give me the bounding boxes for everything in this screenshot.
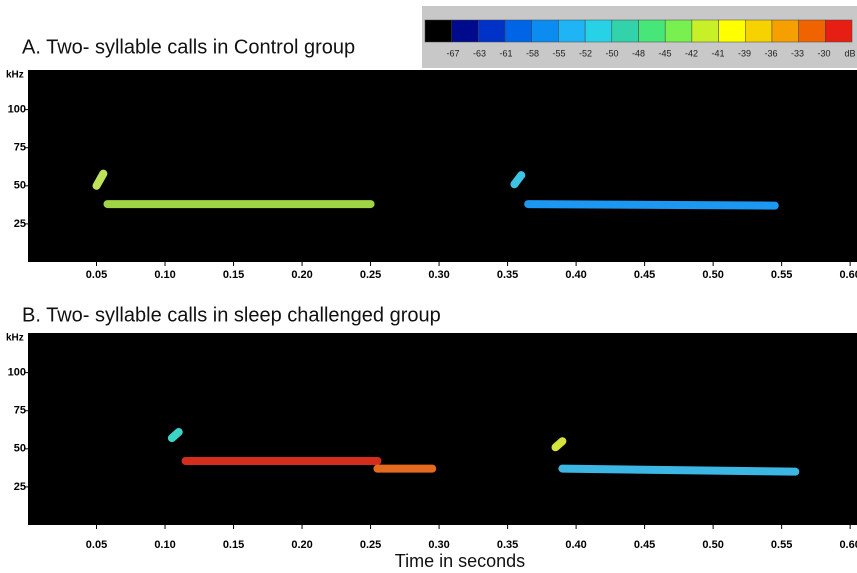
colorbar-swatch (504, 19, 532, 43)
x-tick-label: 0.30 (428, 269, 449, 281)
colorbar-label: -33 (791, 48, 804, 58)
call-element (92, 169, 108, 190)
colorbar-label: -36 (764, 48, 777, 58)
colorbar-label: -39 (738, 48, 751, 58)
y-axis-label: kHz (6, 70, 24, 81)
x-tick-label: 0.15 (223, 539, 244, 551)
colorbar-label: -67 (446, 48, 459, 58)
colorbar-swatch (424, 19, 452, 43)
colorbar-swatch (558, 19, 586, 43)
call-element (558, 464, 800, 476)
x-tick-label: 0.60 (839, 539, 857, 551)
colorbar-swatch (825, 19, 853, 43)
call-element (167, 428, 183, 443)
x-tick-label: 0.45 (634, 269, 655, 281)
colorbar-swatch (664, 19, 693, 43)
y-tick-label: 50 (14, 180, 26, 192)
colorbar-label: -61 (499, 48, 512, 58)
colorbar-swatch (451, 19, 479, 43)
colorbar-swatch (611, 19, 639, 43)
x-tick-label: 0.40 (565, 269, 586, 281)
y-tick-label: 75 (14, 405, 26, 417)
call-element (551, 437, 567, 452)
colorbar-label: -48 (632, 48, 645, 58)
x-tick-label: 0.35 (497, 539, 518, 551)
colorbar-label: -45 (658, 48, 671, 58)
colorbar-label: -50 (605, 48, 618, 58)
y-tick-label: 25 (14, 481, 26, 493)
call-element (524, 200, 779, 210)
spectrogram-background (28, 333, 857, 525)
x-tick-label: 0.05 (86, 539, 107, 551)
x-tick-label: 0.10 (154, 269, 175, 281)
panel-title: B. Two- syllable calls in sleep challeng… (22, 304, 441, 326)
colorbar-swatch (718, 19, 746, 43)
colorbar-label: -42 (685, 48, 698, 58)
call-element (510, 171, 526, 189)
x-tick-label: 0.60 (839, 269, 857, 281)
x-tick-label: 0.50 (702, 269, 723, 281)
colorbar-swatch (584, 19, 613, 43)
y-tick-label: 100 (8, 104, 26, 116)
x-tick-label: 0.15 (223, 269, 244, 281)
x-tick-label: 0.50 (702, 539, 723, 551)
colorbar-label: -30 (817, 48, 830, 58)
x-tick-label: 0.55 (771, 269, 792, 281)
x-tick-label: 0.25 (360, 539, 381, 551)
panel-title: A. Two- syllable calls in Control group (22, 36, 355, 58)
colorbar-unit: dB (844, 48, 855, 58)
colorbar-swatch (691, 19, 719, 43)
colorbar-swatch (478, 19, 506, 43)
colorbar-swatch (531, 19, 559, 43)
x-tick-label: 0.20 (291, 269, 312, 281)
colorbar-label: -63 (473, 48, 486, 58)
x-tick-label: 0.55 (771, 539, 792, 551)
spectrogram-background (28, 70, 857, 262)
x-tick-label: 0.05 (86, 269, 107, 281)
y-tick-label: 25 (14, 218, 26, 230)
y-tick-label: 75 (14, 142, 26, 154)
colorbar-label: -55 (552, 48, 565, 58)
x-tick-label: 0.20 (291, 539, 312, 551)
x-tick-label: 0.40 (565, 539, 586, 551)
colorbar-swatch (638, 19, 666, 43)
colorbar-swatch (771, 19, 799, 43)
x-tick-label: 0.35 (497, 269, 518, 281)
x-tick-label: 0.10 (154, 539, 175, 551)
x-tick-label: 0.45 (634, 539, 655, 551)
x-tick-label: 0.30 (428, 539, 449, 551)
y-axis-label: kHz (6, 333, 24, 344)
y-tick-label: 100 (8, 367, 26, 379)
x-axis-label: Time in seconds (395, 551, 525, 571)
x-tick-label: 0.25 (360, 269, 381, 281)
colorbar-swatch (745, 19, 773, 43)
colorbar-label: -52 (579, 48, 592, 58)
colorbar-label: -58 (526, 48, 539, 58)
colorbar-label: -41 (711, 48, 724, 58)
colorbar-swatch (798, 19, 826, 43)
y-tick-label: 50 (14, 443, 26, 455)
